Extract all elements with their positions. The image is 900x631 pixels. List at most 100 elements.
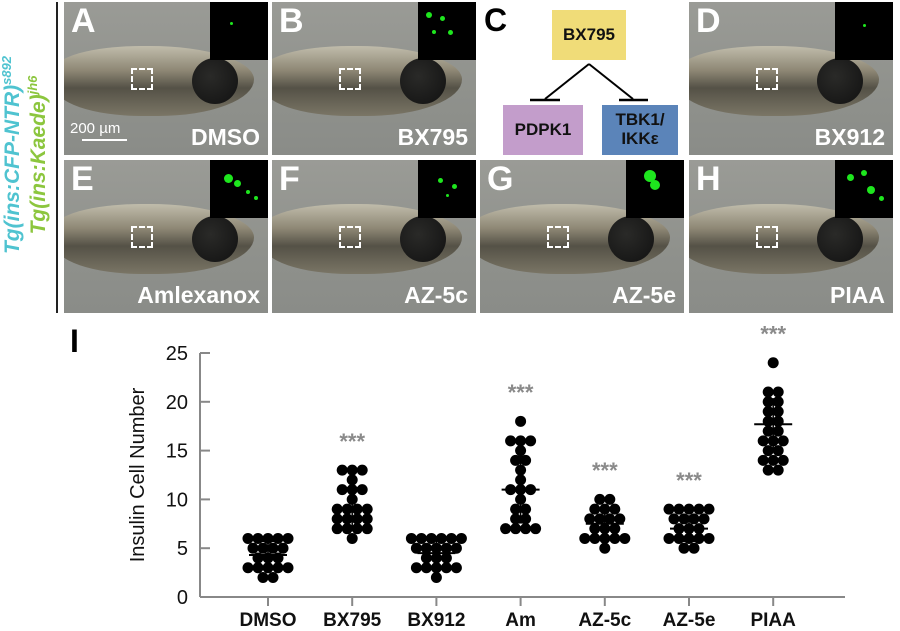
- data-point: [609, 532, 621, 544]
- data-point: [678, 542, 690, 554]
- data-point: [440, 562, 452, 574]
- data-point: [361, 513, 373, 525]
- data-point: [282, 562, 294, 574]
- data-point: [589, 523, 601, 535]
- data-point: [772, 406, 784, 418]
- islet-roi-box: [756, 226, 778, 248]
- larva-eye: [817, 216, 863, 262]
- scale-bar-line: [82, 139, 127, 141]
- transgene-label-kaede: Tg(ins:Kaede)jh6: [25, 5, 51, 305]
- islet-roi-box: [339, 226, 361, 248]
- fluorescent-cell: [246, 190, 250, 194]
- islet-roi-box: [756, 68, 778, 90]
- data-point: [272, 562, 284, 574]
- data-point: [267, 571, 279, 583]
- data-point: [520, 454, 532, 466]
- data-point: [688, 542, 700, 554]
- significance-stars: ***: [592, 458, 618, 483]
- x-tick-label: BX795: [323, 610, 382, 631]
- data-point: [673, 503, 685, 515]
- data-point: [445, 532, 457, 544]
- fluorescence-inset: [418, 160, 476, 218]
- x-tick-label: AZ-5e: [663, 610, 716, 631]
- larva-eye: [192, 216, 238, 262]
- transgene-label-cfp: Tg(ins:CFP-NTR)s892: [0, 5, 25, 305]
- data-point: [762, 386, 774, 398]
- fluorescent-cell: [448, 30, 453, 35]
- data-point: [361, 523, 373, 535]
- node-label: TBK1/: [615, 110, 665, 130]
- data-point: [530, 523, 542, 535]
- fluorescent-cell: [440, 16, 445, 21]
- data-point: [762, 425, 774, 437]
- data-point: [252, 532, 264, 544]
- fluorescence-inset: [626, 160, 684, 218]
- data-point: [762, 396, 774, 408]
- data-point: [415, 532, 427, 544]
- data-point: [767, 357, 779, 369]
- panel-letter: H: [696, 160, 721, 198]
- treatment-label: PIAA: [830, 282, 885, 308]
- data-point: [703, 503, 715, 515]
- y-tick-label: 5: [177, 538, 188, 560]
- treatment-label: Amlexanox: [137, 282, 260, 308]
- data-point: [772, 464, 784, 476]
- data-point: [673, 532, 685, 544]
- data-point: [678, 513, 690, 525]
- data-point: [257, 571, 269, 583]
- data-point: [772, 386, 784, 398]
- x-tick-label: BX912: [407, 610, 465, 631]
- data-point: [594, 493, 606, 505]
- data-point: [515, 435, 527, 447]
- treatment-label: DMSO: [191, 124, 260, 150]
- node-label: IKKε: [621, 129, 659, 148]
- fluorescence-inset: [418, 2, 476, 60]
- data-point: [520, 503, 532, 515]
- data-point: [525, 435, 537, 447]
- data-point: [515, 445, 527, 457]
- data-point: [425, 532, 437, 544]
- data-point: [440, 542, 452, 554]
- data-point: [405, 532, 417, 544]
- data-point: [410, 562, 422, 574]
- fluorescent-cell: [432, 30, 436, 34]
- data-point: [510, 523, 522, 535]
- data-point: [589, 503, 601, 515]
- fluorescent-cell: [867, 186, 875, 194]
- data-point: [614, 513, 626, 525]
- panel-letter: F: [279, 160, 300, 198]
- data-point: [272, 532, 284, 544]
- fluorescent-cell: [879, 196, 884, 201]
- data-point: [331, 513, 343, 525]
- treatment-label: BX795: [397, 124, 468, 150]
- larva-eye: [400, 216, 446, 262]
- data-point: [455, 532, 467, 544]
- data-point: [609, 503, 621, 515]
- data-point: [762, 445, 774, 457]
- data-point: [663, 532, 675, 544]
- significance-stars: ***: [508, 380, 534, 405]
- fluorescent-cell: [861, 170, 867, 176]
- data-point: [267, 542, 279, 554]
- fluorescent-cell: [254, 196, 258, 200]
- data-point: [767, 454, 779, 466]
- pathway-diagram: C BX795 PDPK1 TBK1/IKKε: [480, 2, 684, 155]
- micrograph-panel-e: E Amlexanox: [64, 160, 268, 313]
- y-tick-label: 10: [166, 489, 188, 511]
- data-point: [777, 454, 789, 466]
- x-tick-label: DMSO: [240, 610, 297, 631]
- data-point: [668, 513, 680, 525]
- data-point: [420, 562, 432, 574]
- data-point: [693, 532, 705, 544]
- data-point: [762, 464, 774, 476]
- treatment-label: BX912: [814, 124, 885, 150]
- data-point: [242, 532, 254, 544]
- fluorescent-cell: [847, 174, 854, 181]
- data-point: [341, 513, 353, 525]
- data-point: [356, 484, 368, 496]
- data-point: [510, 454, 522, 466]
- islet-roi-box: [339, 68, 361, 90]
- treatment-label: AZ-5c: [404, 282, 468, 308]
- fluorescent-cell: [224, 174, 233, 183]
- data-point: [693, 503, 705, 515]
